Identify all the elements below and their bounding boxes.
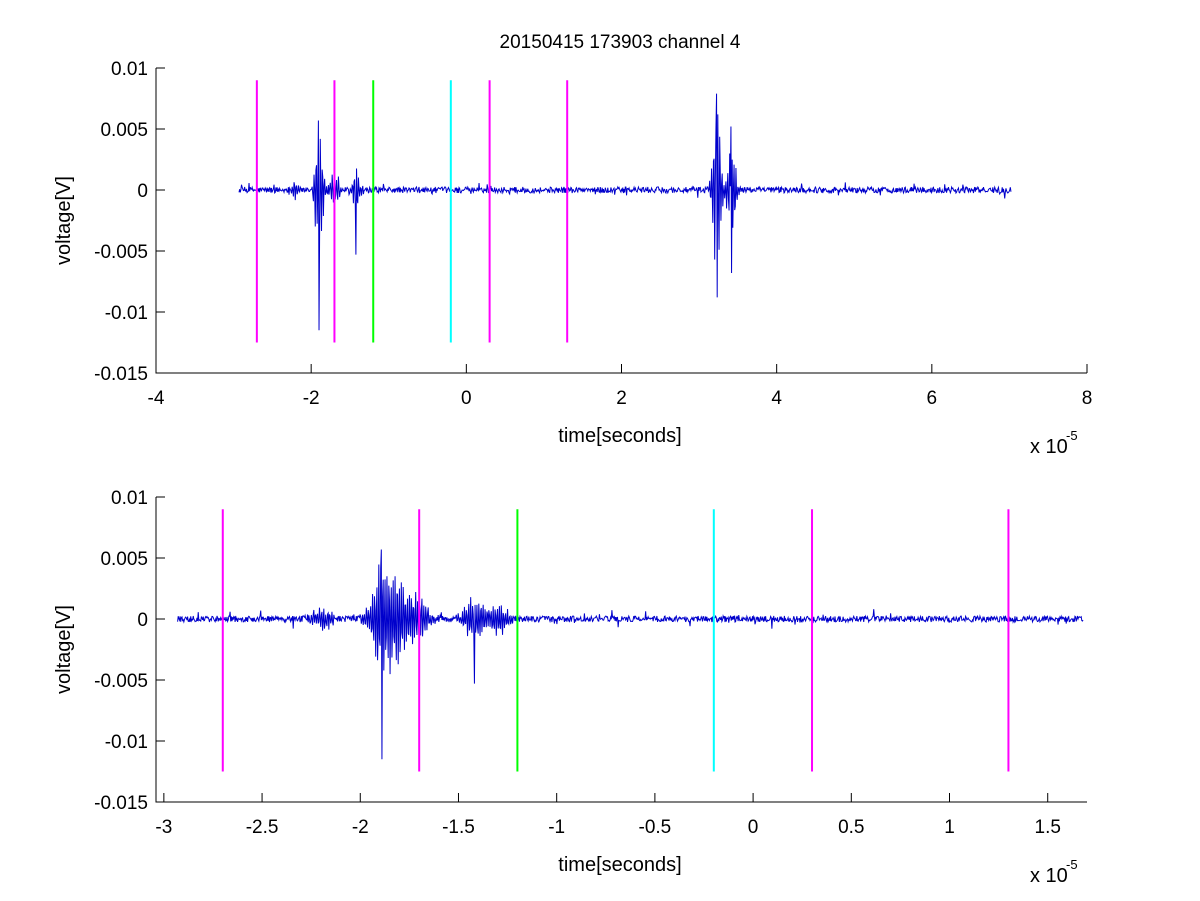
y-tick-label: 0.005 — [100, 549, 148, 570]
x-axis-label: time[seconds] — [558, 425, 681, 447]
y-axis-label: voltage[V] — [53, 605, 75, 694]
y-tick-label: -0.01 — [105, 303, 148, 324]
x-tick-label: -2 — [303, 388, 320, 409]
y-tick-label: 0.005 — [100, 120, 148, 141]
top-chart-panel: -4 -2 0 2 4 6 8 0.01 0.005 0 -0.005 -0.01 -0.015 time… — [53, 59, 1092, 458]
signal-trace — [177, 549, 1084, 760]
x-scale-exponent: -5 — [1066, 428, 1078, 443]
y-tick-label: 0.01 — [111, 488, 148, 509]
x-tick-label: 6 — [927, 388, 938, 409]
x-scale-exponent: -5 — [1066, 857, 1078, 872]
y-axis-label: voltage[V] — [53, 176, 75, 265]
x-tick-label: 1 — [944, 817, 955, 838]
x-tick-label: 8 — [1082, 388, 1093, 409]
y-tick-label: 0 — [137, 181, 148, 202]
bottom-chart-panel: -3 -2.5 -2 -1.5 -1 -0.5 0 0.5 1 1.5 0.01 0.005 0 -0.0… — [53, 488, 1087, 887]
x-tick-label: -1.5 — [442, 817, 475, 838]
x-tick-label: 2 — [616, 388, 627, 409]
y-tick-label: -0.01 — [105, 732, 148, 753]
y-tick-label: -0.005 — [94, 671, 148, 692]
x-tick-label: -4 — [148, 388, 165, 409]
y-tick-label: -0.015 — [94, 793, 148, 814]
x-tick-label: 0 — [748, 817, 759, 838]
y-tick-label: -0.005 — [94, 242, 148, 263]
x-tick-label: 1.5 — [1035, 817, 1061, 838]
x-tick-label: -1 — [548, 817, 565, 838]
x-tick-label: 0 — [461, 388, 472, 409]
x-tick-label: 0.5 — [838, 817, 864, 838]
signal-trace — [238, 93, 1012, 331]
y-tick-label: 0 — [137, 610, 148, 631]
y-tick-label: -0.015 — [94, 364, 148, 385]
x-axis-label: time[seconds] — [558, 854, 681, 876]
x-tick-label: -2.5 — [246, 817, 279, 838]
y-tick-label: 0.01 — [111, 59, 148, 80]
x-scale-factor: x 10 — [1030, 865, 1068, 887]
x-tick-label: -0.5 — [639, 817, 672, 838]
figure-title: 20150415 173903 channel 4 — [500, 32, 741, 53]
x-tick-label: 4 — [771, 388, 782, 409]
x-tick-label: -2 — [352, 817, 369, 838]
x-tick-label: -3 — [155, 817, 172, 838]
x-scale-factor: x 10 — [1030, 436, 1068, 458]
